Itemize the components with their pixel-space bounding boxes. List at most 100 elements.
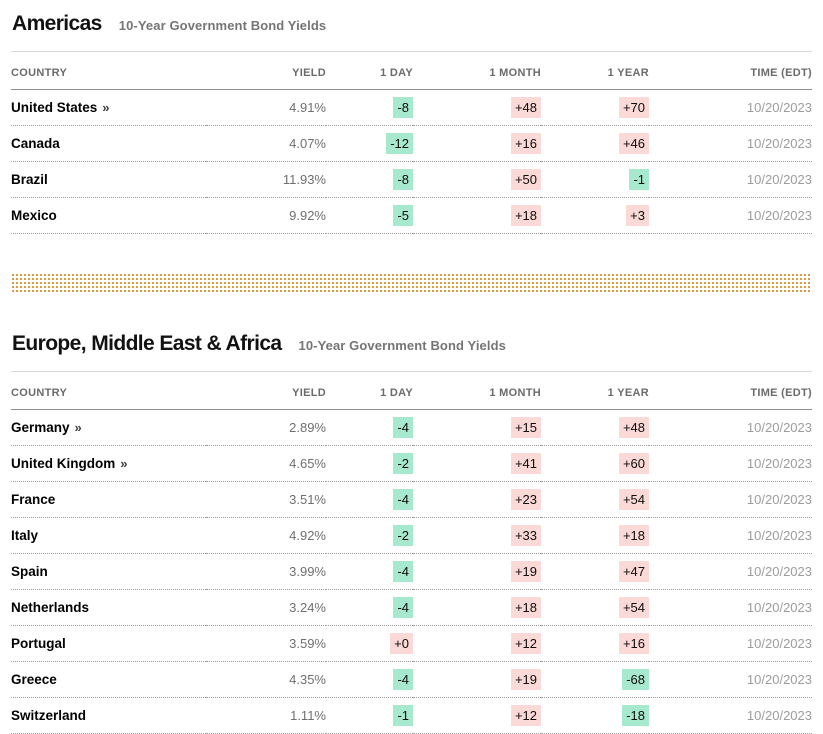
country-link[interactable]: United Kingdom » (11, 445, 206, 482)
table-header-row: COUNTRY YIELD 1 DAY 1 MONTH 1 YEAR TIME (EDT) (11, 52, 812, 90)
country-name: Germany (11, 420, 70, 435)
change-1year-chip-cell: -68 (541, 661, 649, 698)
change-1day-chip: +0 (390, 633, 413, 654)
yield-value: 4.07% (206, 125, 326, 162)
change-1month-chip-cell: +15 (413, 409, 541, 446)
change-1day-chip: -4 (393, 417, 413, 438)
time-value: 10/20/2023 (649, 697, 812, 734)
table-row: Mexico 9.92% -5 +18 +3 10/20/2023 (11, 197, 812, 234)
change-1month-chip: +48 (510, 97, 541, 118)
change-1month-chip-cell: +19 (413, 661, 541, 698)
country-name: Spain (11, 564, 48, 579)
change-1month-chip-cell: +41 (413, 445, 541, 482)
time-value: 10/20/2023 (649, 481, 812, 518)
bond-yields-table: COUNTRY YIELD 1 DAY 1 MONTH 1 YEAR TIME (EDT)… (11, 372, 812, 734)
change-1day-chip-cell: -4 (326, 409, 413, 446)
time-value: 10/20/2023 (649, 661, 812, 698)
change-1year-chip: +18 (618, 525, 649, 546)
yield-value: 1.11% (206, 697, 326, 734)
change-1day-chip-cell: +0 (326, 625, 413, 662)
change-1day-chip-cell: -5 (326, 197, 413, 234)
change-1year-chip-cell: +46 (541, 125, 649, 162)
change-1month-chip: +19 (510, 561, 541, 582)
table-header-row: COUNTRY YIELD 1 DAY 1 MONTH 1 YEAR TIME (EDT) (11, 372, 812, 410)
time-value: 10/20/2023 (649, 161, 812, 198)
change-1year-chip: -18 (622, 705, 649, 726)
column-header-1year: 1 YEAR (541, 372, 649, 410)
column-header-1month: 1 MONTH (413, 372, 541, 410)
change-1month-chip: +33 (510, 525, 541, 546)
change-1month-chip: +18 (510, 205, 541, 226)
time-value: 10/20/2023 (649, 517, 812, 554)
country-label: Canada (11, 125, 206, 162)
chevrons-right-icon: » (74, 420, 82, 435)
table-row: Canada 4.07% -12 +16 +46 10/20/2023 (11, 125, 812, 162)
country-name: Italy (11, 528, 39, 543)
section-divider-band (11, 273, 812, 293)
country-name: France (11, 492, 56, 507)
country-link[interactable]: Germany » (11, 409, 206, 446)
table-row: Greece 4.35% -4 +19 -68 10/20/2023 (11, 661, 812, 698)
change-1year-chip-cell: +54 (541, 589, 649, 626)
country-name: Mexico (11, 208, 57, 223)
change-1year-chip: -1 (629, 169, 649, 190)
change-1month-chip: +12 (510, 633, 541, 654)
change-1day-chip-cell: -1 (326, 697, 413, 734)
table-row: Italy 4.92% -2 +33 +18 10/20/2023 (11, 517, 812, 554)
change-1month-chip-cell: +23 (413, 481, 541, 518)
column-header-1day: 1 DAY (326, 52, 413, 90)
yield-value: 11.93% (206, 161, 326, 198)
change-1year-chip: +48 (618, 417, 649, 438)
change-1day-chip: -2 (393, 453, 413, 474)
country-label: Portugal (11, 625, 206, 662)
country-label: Greece (11, 661, 206, 698)
section-subtitle: 10-Year Government Bond Yields (118, 18, 327, 33)
change-1month-chip: +15 (510, 417, 541, 438)
time-value: 10/20/2023 (649, 553, 812, 590)
column-header-1year: 1 YEAR (541, 52, 649, 90)
table-row: Spain 3.99% -4 +19 +47 10/20/2023 (11, 553, 812, 590)
change-1day-chip: -1 (393, 705, 413, 726)
time-value: 10/20/2023 (649, 445, 812, 482)
change-1day-chip: -12 (386, 133, 413, 154)
change-1month-chip-cell: +19 (413, 553, 541, 590)
change-1month-chip: +41 (510, 453, 541, 474)
time-value: 10/20/2023 (649, 197, 812, 234)
country-label: France (11, 481, 206, 518)
yield-value: 3.24% (206, 589, 326, 626)
change-1year-chip-cell: +70 (541, 89, 649, 126)
country-label: Netherlands (11, 589, 206, 626)
table-row: Brazil 11.93% -8 +50 -1 10/20/2023 (11, 161, 812, 198)
section-subtitle: 10-Year Government Bond Yields (298, 338, 506, 353)
yield-value: 3.51% (206, 481, 326, 518)
column-header-1month: 1 MONTH (413, 52, 541, 90)
change-1year-chip-cell: +18 (541, 517, 649, 554)
change-1day-chip-cell: -8 (326, 89, 413, 126)
change-1day-chip: -4 (393, 561, 413, 582)
change-1day-chip-cell: -4 (326, 589, 413, 626)
change-1month-chip: +12 (510, 705, 541, 726)
country-link[interactable]: United States » (11, 89, 206, 126)
country-label: Switzerland (11, 697, 206, 734)
country-name: Netherlands (11, 600, 90, 615)
change-1month-chip-cell: +12 (413, 697, 541, 734)
table-row: Switzerland 1.11% -1 +12 -18 10/20/2023 (11, 697, 812, 734)
table-row: France 3.51% -4 +23 +54 10/20/2023 (11, 481, 812, 518)
change-1year-chip: +46 (618, 133, 649, 154)
change-1month-chip: +23 (510, 489, 541, 510)
country-label: Mexico (11, 197, 206, 234)
change-1day-chip-cell: -2 (326, 445, 413, 482)
section-title: Americas (12, 12, 102, 35)
change-1month-chip-cell: +16 (413, 125, 541, 162)
change-1year-chip-cell: -18 (541, 697, 649, 734)
change-1day-chip: -2 (393, 525, 413, 546)
change-1month-chip: +18 (510, 597, 541, 618)
change-1day-chip: -8 (393, 97, 413, 118)
yield-value: 4.65% (206, 445, 326, 482)
country-name: United States (11, 100, 98, 115)
column-header-time: TIME (EDT) (649, 372, 812, 410)
time-value: 10/20/2023 (649, 589, 812, 626)
section-emea: Europe, Middle East & Africa 10-Year Gov… (11, 320, 812, 734)
change-1year-chip-cell: +47 (541, 553, 649, 590)
change-1month-chip: +16 (510, 133, 541, 154)
